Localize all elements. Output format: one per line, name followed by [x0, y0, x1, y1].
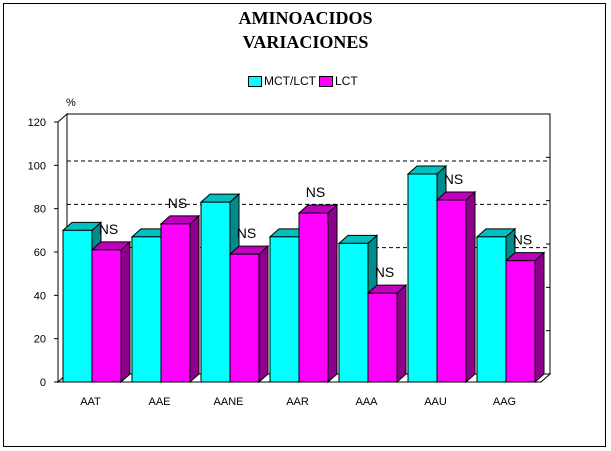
y-tick-label: 60	[34, 247, 46, 259]
bar-front	[338, 242, 369, 383]
legend-label-mct-lct: MCT/LCT	[264, 74, 316, 88]
bar-side	[327, 203, 338, 384]
bar-lct-aat	[90, 240, 132, 384]
legend-item-lct: LCT	[319, 74, 358, 88]
bar-side	[120, 240, 131, 384]
y-tick-label: 100	[28, 160, 46, 172]
bar-front	[131, 236, 162, 383]
x-tick-label: AAR	[286, 396, 309, 408]
bar-side	[258, 245, 269, 384]
y-tick-label: 0	[40, 377, 46, 389]
y-tick-label: 120	[28, 117, 46, 129]
x-tick-label: AAG	[493, 396, 516, 408]
legend-label-lct: LCT	[335, 74, 358, 88]
y-tick-label: 40	[34, 290, 46, 302]
legend-item-mct-lct: MCT/LCT	[248, 74, 316, 88]
annotation-ns: NS	[168, 195, 187, 211]
bar-side	[534, 251, 545, 384]
bar-front	[200, 201, 231, 383]
bar-lct-aane	[228, 245, 270, 384]
bar-front	[269, 236, 300, 383]
bar-lct-aae	[159, 214, 201, 384]
bar-front	[298, 212, 329, 383]
x-tick-label: AAU	[424, 396, 447, 408]
bar-front	[436, 199, 467, 383]
x-tick-label: AANE	[214, 396, 244, 408]
annotation-ns: NS	[306, 184, 325, 200]
chart-subtitle: VARIACIONES	[242, 32, 369, 52]
legend-swatch-lct	[319, 75, 333, 87]
bar-front	[476, 236, 507, 383]
x-tick-label: AAE	[148, 396, 170, 408]
annotation-ns: NS	[513, 232, 532, 248]
bar-lct-aau	[435, 190, 477, 384]
bar-side	[465, 190, 476, 384]
bar-front	[407, 173, 438, 383]
bar-front	[91, 249, 122, 383]
bar-front	[160, 223, 191, 383]
legend-swatch-mct-lct	[248, 75, 262, 87]
bar-side	[189, 214, 200, 384]
y-tick-label: 80	[34, 204, 46, 216]
y-tick-label: 20	[34, 334, 46, 346]
bar-lct-aar	[297, 203, 339, 384]
bar-lct-aag	[504, 251, 546, 384]
annotation-ns: NS	[375, 264, 394, 280]
y-axis-label: %	[66, 97, 76, 109]
annotation-ns: NS	[99, 221, 118, 237]
annotation-ns: NS	[237, 225, 256, 241]
bar-front	[367, 292, 398, 383]
bar-lct-aaa	[366, 284, 408, 384]
bar-front	[62, 229, 93, 383]
bar-front	[229, 253, 260, 383]
x-tick-label: AAA	[355, 396, 378, 408]
annotation-ns: NS	[444, 171, 463, 187]
chart-title: AMINOACIDOS	[238, 8, 373, 28]
x-tick-label: AAT	[80, 396, 101, 408]
bar-front	[505, 260, 536, 383]
bar-side	[396, 284, 407, 384]
legend: MCT/LCT LCT	[248, 74, 361, 88]
